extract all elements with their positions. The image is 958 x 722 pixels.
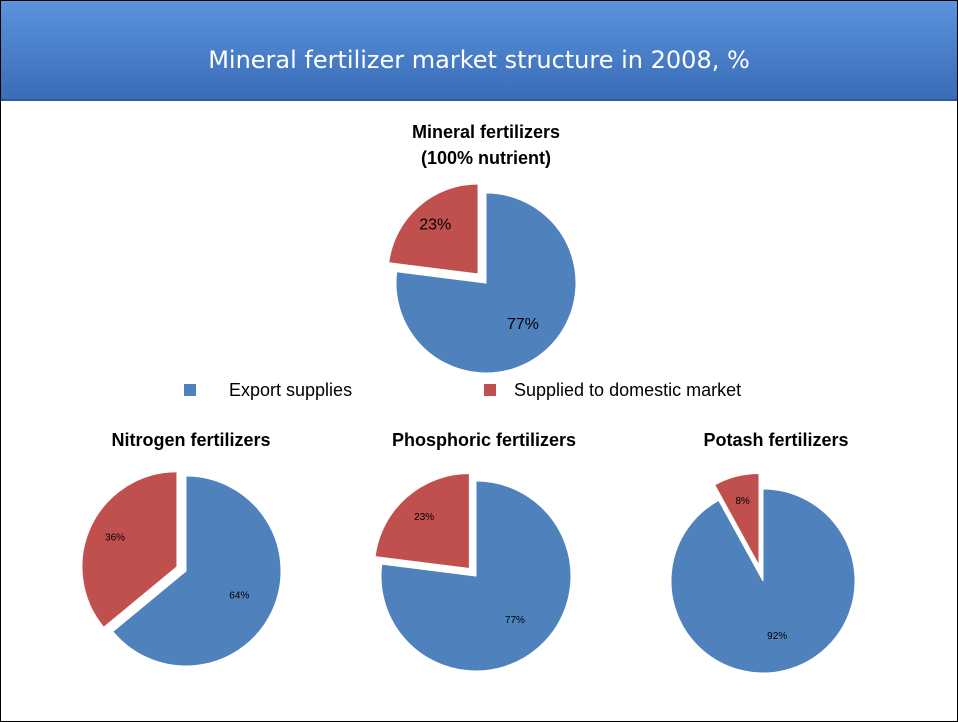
data-label: 92%: [767, 631, 787, 642]
legend-swatch: [484, 384, 496, 396]
chart-title: Potash fertilizers: [703, 430, 848, 450]
chart-title: (100% nutrient): [421, 148, 551, 168]
data-label: 64%: [229, 591, 249, 602]
chart-title: Mineral fertilizers: [412, 122, 560, 142]
pie-slice: [112, 475, 282, 667]
pie-slice: [395, 192, 577, 374]
legend-swatch: [184, 384, 196, 396]
pie-slice: [81, 471, 178, 629]
legend-label: Supplied to domestic market: [514, 380, 741, 400]
chart-title: Phosphoric fertilizers: [392, 430, 576, 450]
data-label: 77%: [507, 316, 539, 333]
pie-slice: [380, 480, 572, 672]
legend-label: Export supplies: [229, 380, 352, 400]
pie-slice: [388, 183, 479, 275]
slide-title: Mineral fertilizer market structure in 2…: [1, 1, 957, 101]
chart-title: Nitrogen fertilizers: [111, 430, 270, 450]
data-label: 8%: [735, 496, 750, 507]
data-label: 36%: [105, 532, 125, 543]
pie-slice: [374, 472, 470, 570]
data-label: 23%: [419, 217, 451, 234]
pie-slice: [714, 473, 760, 566]
data-label: 23%: [414, 512, 434, 523]
data-label: 77%: [505, 615, 525, 626]
pie-slice: [670, 488, 856, 674]
